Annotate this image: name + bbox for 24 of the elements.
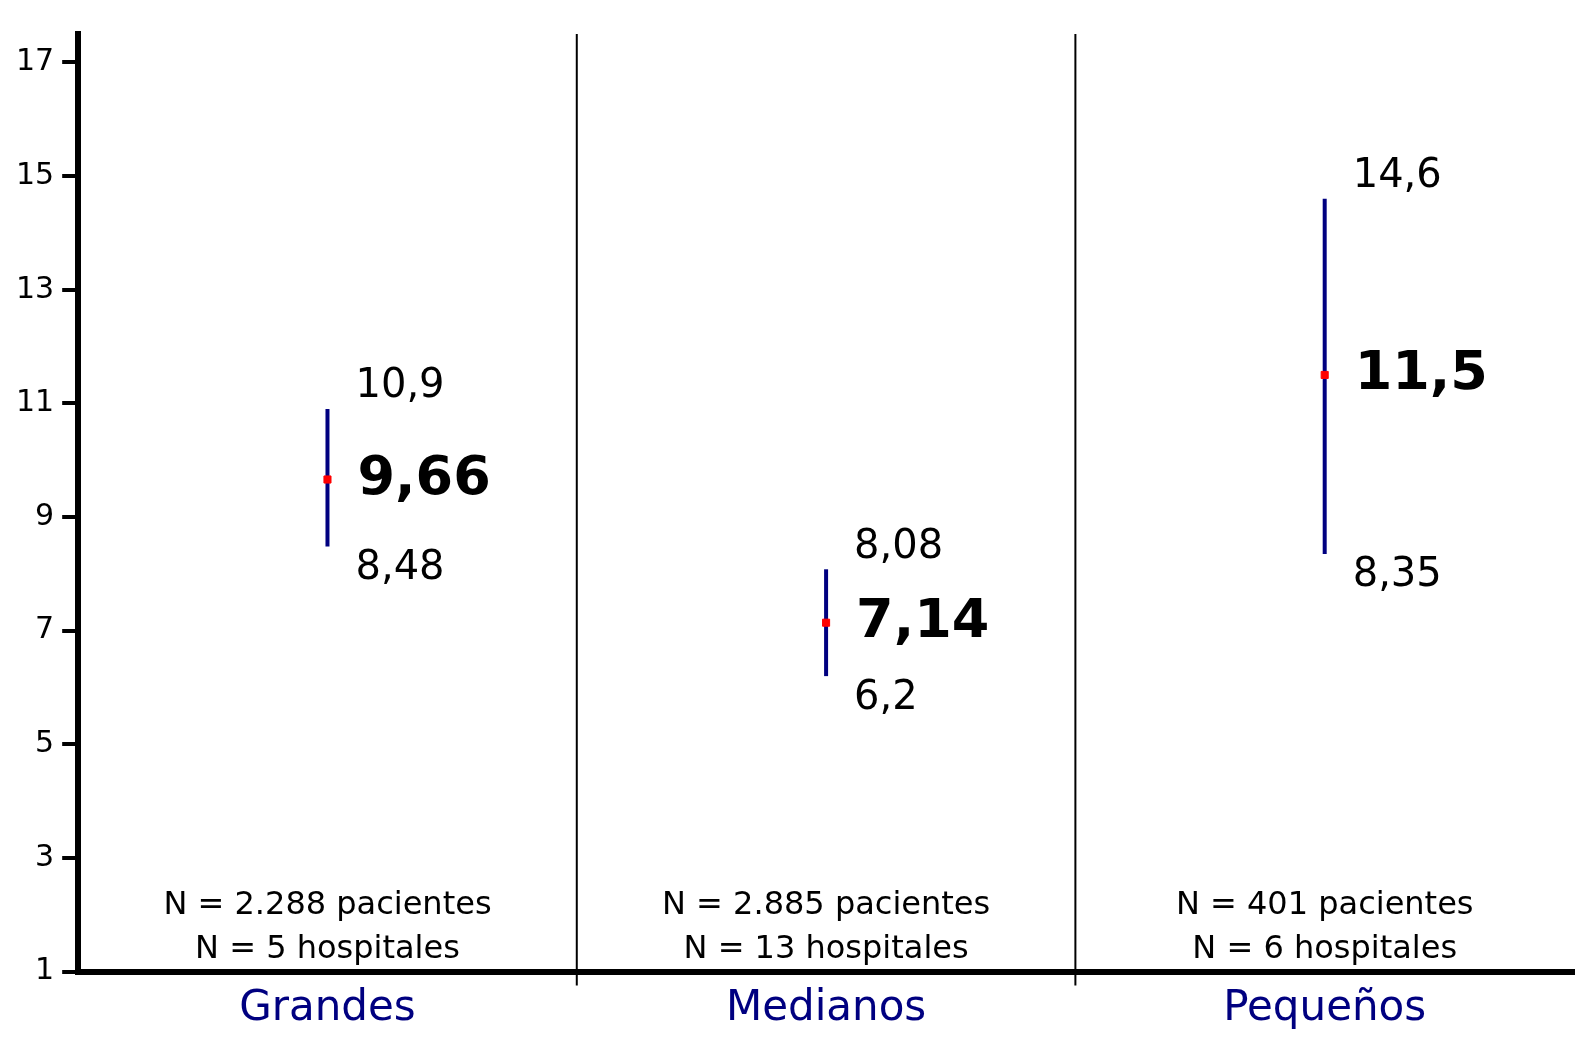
- data-label: 9,66: [357, 443, 491, 507]
- annotation: 8,35: [1352, 549, 1442, 596]
- y-tick-label: 9: [35, 496, 55, 532]
- y-tick-label: 11: [15, 383, 55, 419]
- y-tick-label: 5: [35, 724, 55, 760]
- annotation: 6,2: [854, 671, 918, 718]
- y-tick-label: 1: [35, 951, 55, 987]
- annotation: 10,9: [355, 360, 445, 407]
- annotation: 8,48: [355, 541, 445, 588]
- data-label: 11,5: [1354, 338, 1488, 402]
- y-tick-label: 3: [35, 837, 55, 873]
- annotation: N = 401 pacientes N = 6 hospitales: [1175, 883, 1474, 966]
- y-tick-label: 13: [15, 269, 55, 305]
- x-tick-label: Medianos: [725, 980, 927, 1030]
- annotation: 14,6: [1352, 150, 1442, 197]
- annotation: 8,08: [854, 520, 944, 567]
- x-tick-label: Pequeños: [1223, 980, 1427, 1030]
- y-tick-label: 17: [15, 42, 55, 78]
- data-label: 7,14: [856, 586, 990, 650]
- y-tick-label: 15: [15, 155, 55, 191]
- y-tick-label: 7: [35, 610, 55, 646]
- x-tick-label: Grandes: [239, 980, 416, 1030]
- annotation: N = 2.885 pacientes N = 13 hospitales: [662, 883, 991, 966]
- annotation: N = 2.288 pacientes N = 5 hospitales: [163, 883, 492, 966]
